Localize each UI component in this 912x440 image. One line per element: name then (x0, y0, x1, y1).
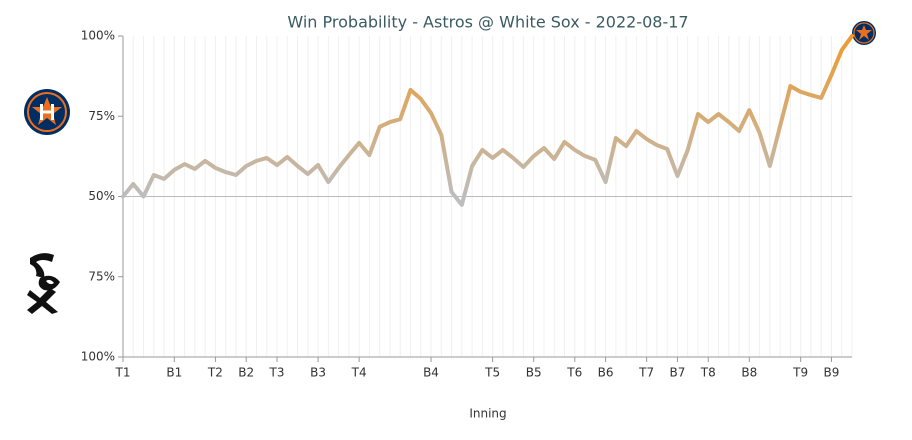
y-tick-label: 75% (88, 269, 115, 283)
x-tick-label: B9 (824, 366, 840, 380)
y-tick-label: 75% (88, 109, 115, 123)
astros-logo (24, 89, 70, 135)
y-tick-label: 50% (88, 189, 115, 203)
x-tick-label: T8 (700, 366, 716, 380)
x-tick-label: B2 (238, 366, 254, 380)
x-tick-label: T7 (638, 366, 654, 380)
x-tick-label: B3 (310, 366, 326, 380)
x-tick-label: T9 (792, 366, 808, 380)
win-probability-line (121, 34, 854, 207)
y-tick-label: 100% (81, 29, 115, 43)
x-tick-label: B1 (166, 366, 182, 380)
x-tick-label: B8 (741, 366, 757, 380)
x-tick-label: B6 (598, 366, 614, 380)
x-tick-label: T6 (566, 366, 582, 380)
x-tick-label: T3 (269, 366, 285, 380)
white-sox-logo (27, 253, 60, 314)
x-axis-label: Inning (469, 407, 506, 421)
x-tick-label: T4 (351, 366, 367, 380)
x-tick-label: T5 (484, 366, 500, 380)
y-tick-label: 100% (81, 350, 115, 364)
astros-logo-small (852, 21, 876, 45)
x-tick-label: B5 (526, 366, 542, 380)
chart-title: Win Probability - Astros @ White Sox - 2… (287, 13, 688, 32)
x-tick-label: T2 (207, 366, 223, 380)
x-tick-label: B7 (670, 366, 686, 380)
x-tick-label: B4 (423, 366, 439, 380)
x-tick-label: T1 (115, 366, 131, 380)
